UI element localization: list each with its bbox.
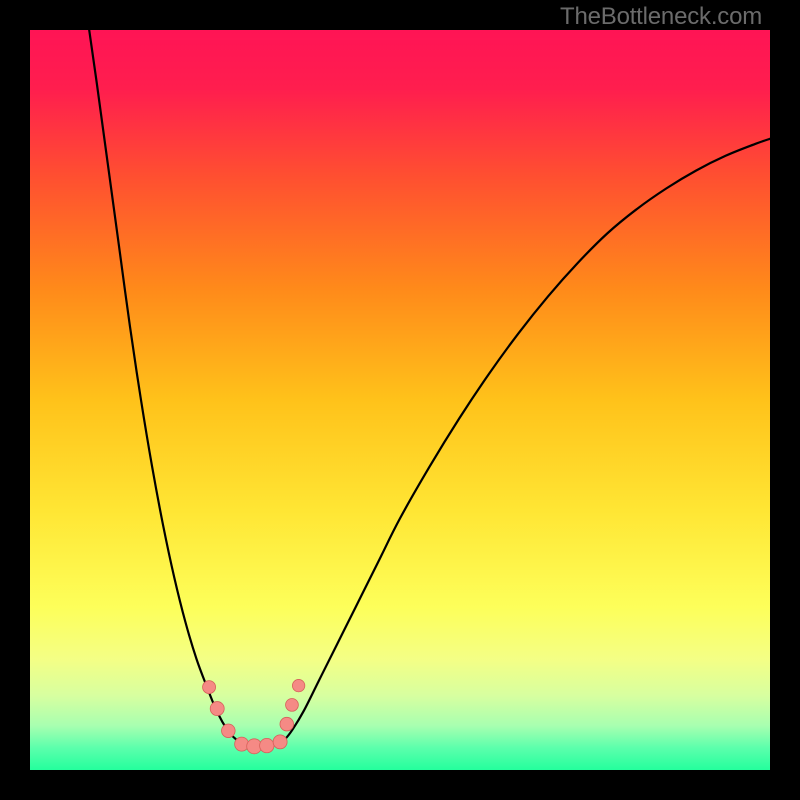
data-marker — [203, 681, 216, 694]
plot-area — [30, 30, 770, 770]
data-marker — [222, 724, 236, 738]
data-marker — [273, 735, 287, 749]
data-marker — [260, 738, 274, 752]
data-marker — [286, 698, 299, 711]
data-marker — [292, 679, 304, 691]
chart-svg — [30, 30, 770, 770]
data-marker — [235, 737, 249, 751]
data-marker — [210, 702, 224, 716]
watermark: TheBottleneck.com — [560, 3, 762, 31]
data-marker — [280, 717, 294, 731]
